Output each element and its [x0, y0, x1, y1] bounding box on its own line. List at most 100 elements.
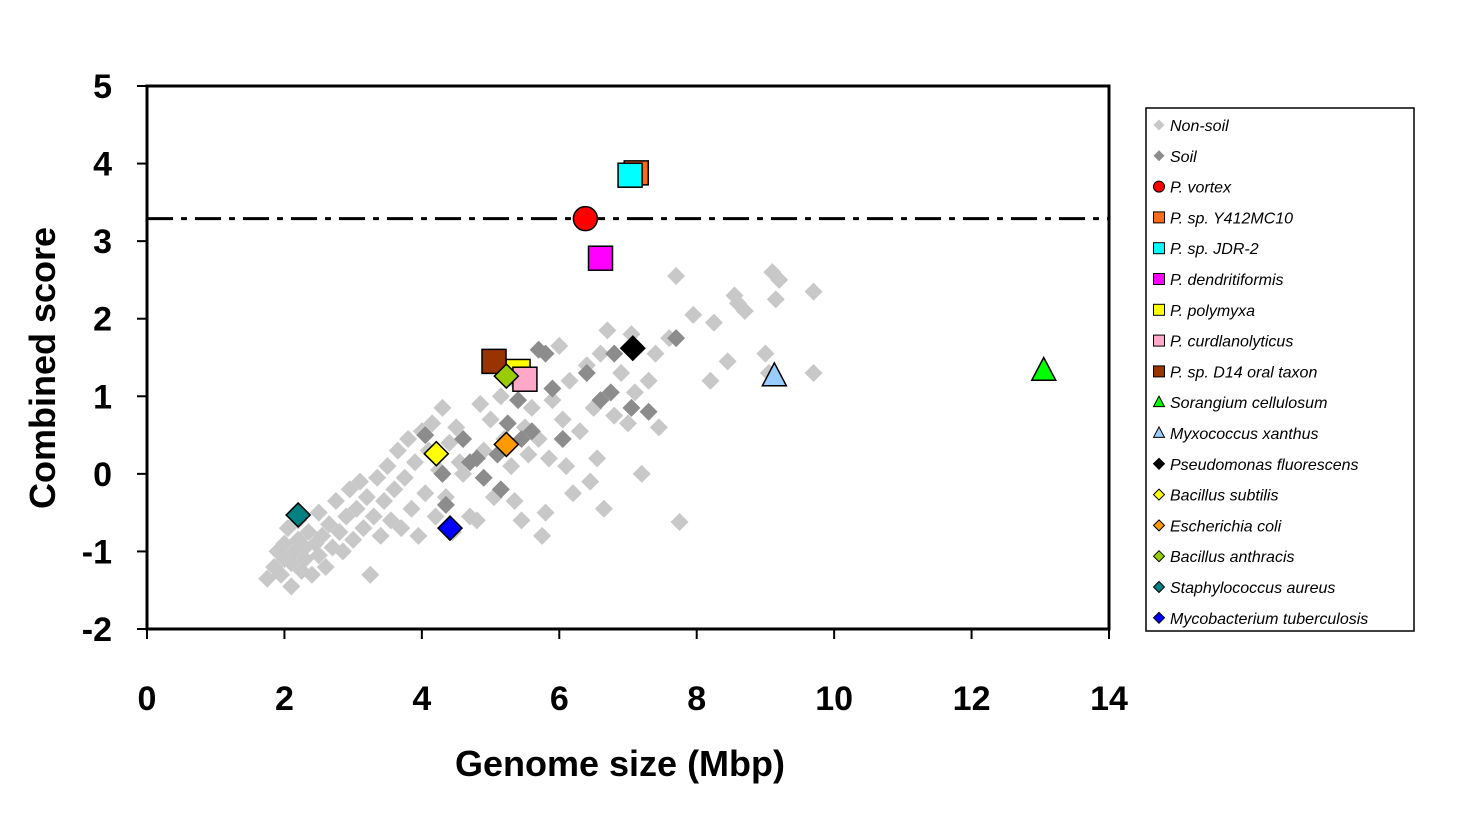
data-point: [368, 468, 387, 487]
data-point: [684, 305, 703, 324]
series-p-vortex: [572, 205, 599, 232]
x-tick-label: 8: [687, 680, 706, 718]
data-point: [296, 550, 315, 569]
x-tick-label: 4: [412, 680, 431, 718]
data-point: [333, 542, 352, 561]
data-point: [381, 511, 400, 530]
data-point: [275, 534, 294, 553]
x-tick-label: 12: [953, 680, 991, 718]
data-point: [735, 301, 754, 320]
data-point: [271, 565, 290, 584]
data-point: [625, 383, 644, 402]
legend-label: P. polymyxa: [1170, 303, 1255, 320]
data-point: [667, 329, 686, 348]
y-axis-title: Combined score: [22, 227, 63, 509]
data-point: [320, 515, 339, 534]
legend-marker: [1153, 180, 1165, 193]
data-point: [667, 267, 686, 286]
legend-item-p-dendritiformis: P. dendritiformis: [1153, 272, 1284, 289]
data-point: [416, 426, 435, 445]
y-tick-label: 5: [93, 68, 112, 106]
data-point: [560, 371, 579, 390]
data-point: [395, 468, 414, 487]
legend-marker: [1153, 365, 1165, 378]
y-tick-label: 1: [93, 378, 112, 416]
data-point: [282, 577, 301, 596]
legend-label: Pseudomonas fluorescens: [1170, 457, 1359, 474]
data-point: [804, 364, 823, 383]
data-point: [519, 445, 538, 464]
series-bacillus-anthracis: [493, 363, 520, 390]
legend-label: Myxococcus xanthus: [1170, 426, 1319, 443]
data-point: [493, 363, 520, 390]
data-point: [474, 468, 493, 487]
legend-marker: [1153, 150, 1165, 162]
data-point: [770, 270, 789, 289]
y-tick-label: 0: [93, 456, 112, 494]
data-point: [409, 526, 428, 545]
data-point: [302, 565, 321, 584]
series-soil: [416, 329, 686, 514]
series-p-dendritiformis: [587, 245, 614, 271]
data-point: [591, 344, 610, 363]
legend-label: Soil: [1170, 149, 1197, 166]
data-point: [385, 480, 404, 499]
legend-label: P. sp. JDR-2: [1170, 241, 1259, 258]
data-point: [564, 484, 583, 503]
data-point: [539, 449, 558, 468]
plot-border: [145, 84, 1111, 631]
data-point: [639, 371, 658, 390]
data-point: [577, 364, 596, 383]
data-point: [416, 484, 435, 503]
data-point: [467, 449, 486, 468]
data-point: [454, 464, 473, 483]
data-point: [433, 398, 452, 417]
legend-label: Escherichia coli: [1170, 518, 1282, 535]
series-mycobacterium-tuberculosis: [436, 515, 464, 542]
data-point: [522, 398, 541, 417]
data-point: [505, 492, 524, 511]
legend-item-bacillus-anthracis: Bacillus anthracis: [1152, 549, 1295, 566]
data-point: [581, 472, 600, 491]
data-point: [309, 503, 328, 522]
data-point: [612, 364, 631, 383]
legend-item-myxococcus-xanthus: Myxococcus xanthus: [1152, 425, 1319, 443]
data-point: [440, 433, 459, 452]
y-tick-label: -1: [82, 533, 112, 571]
data-point: [433, 464, 452, 483]
data-point: [756, 344, 775, 363]
data-point: [605, 406, 624, 425]
legend-marker: [1153, 273, 1165, 285]
series-sorangium-cellulosum: [1030, 355, 1057, 382]
legend-item-p-sp-jdr-2: P. sp. JDR-2: [1153, 241, 1259, 258]
data-point: [330, 523, 349, 542]
data-point: [278, 519, 297, 538]
data-point: [601, 383, 620, 402]
legend-marker: [1152, 488, 1166, 501]
data-point: [522, 422, 541, 441]
data-point: [423, 440, 450, 467]
series-bacillus-subtilis: [423, 440, 450, 467]
data-point: [402, 499, 421, 518]
legend: Non-soil Soil P. vortex P. sp. Y412MC10 P. s…: [1145, 107, 1415, 632]
legend-item-non-soil: Non-soil: [1153, 118, 1229, 135]
data-point: [543, 379, 562, 398]
data-point: [378, 457, 397, 476]
data-point: [388, 441, 407, 460]
legend-item-sorangium-cellulosum: Sorangium cellulosum: [1152, 395, 1327, 412]
data-point: [512, 366, 538, 392]
legend-label: P. sp. D14 oral taxon: [1170, 364, 1317, 381]
legend-items: Non-soil Soil P. vortex P. sp. Y412MC10 P. s…: [1152, 118, 1368, 628]
data-point: [399, 429, 418, 448]
series-staphylococcus-aureus: [285, 501, 312, 529]
legend-marker: [1153, 119, 1165, 131]
data-point: [536, 503, 555, 522]
data-point: [543, 391, 562, 410]
data-point: [632, 464, 651, 483]
data-point: [491, 387, 510, 406]
data-point: [512, 511, 531, 530]
data-point: [649, 418, 668, 437]
data-point: [354, 519, 373, 538]
legend-marker: [1153, 242, 1165, 255]
